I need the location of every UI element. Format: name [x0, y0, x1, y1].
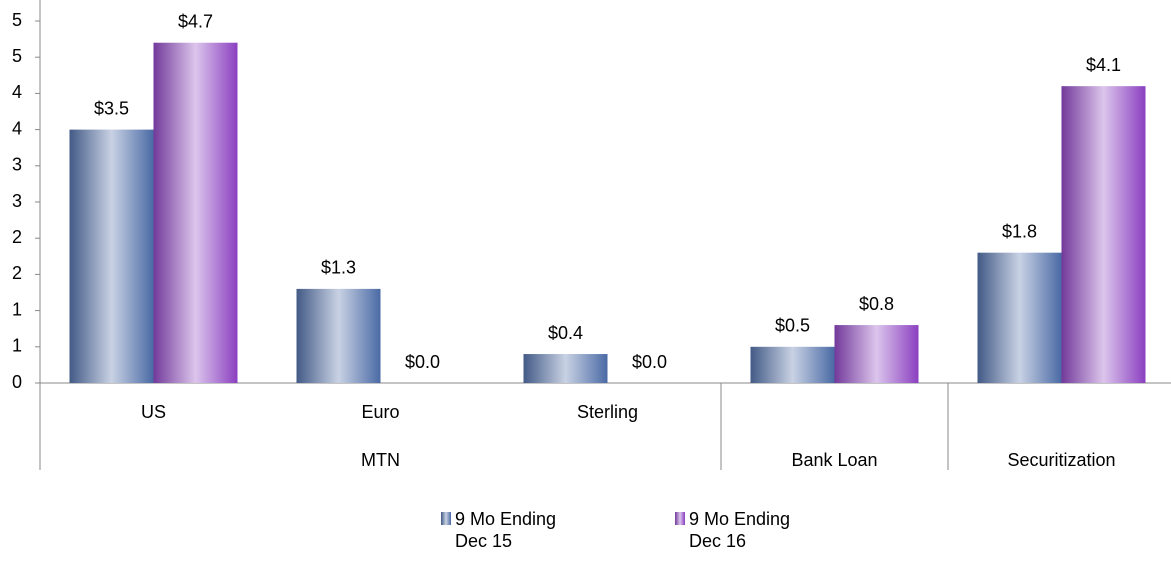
- x-tick-label: Sterling: [577, 402, 638, 422]
- value-label: $0.0: [632, 352, 667, 372]
- legend-swatch: [441, 512, 451, 525]
- legend-label: 9 Mo Ending Dec 16: [689, 509, 791, 551]
- bar: [977, 252, 1062, 383]
- legend-item: 9 Mo Ending Dec 15: [441, 508, 585, 552]
- bar: [153, 42, 238, 383]
- y-tick-label: 2: [12, 227, 22, 247]
- y-tick-label: 3: [12, 155, 22, 175]
- bar: [1061, 86, 1146, 383]
- value-label: $4.7: [178, 11, 213, 31]
- legend-item: 9 Mo Ending Dec 16: [675, 508, 819, 552]
- bar: [296, 288, 381, 383]
- value-label: $1.3: [321, 258, 356, 278]
- bar: [69, 129, 154, 383]
- legend: 9 Mo Ending Dec 15 9 Mo Ending Dec 16: [0, 508, 1171, 568]
- x-tick-label: US: [141, 402, 166, 422]
- y-tick-label: 2: [12, 263, 22, 283]
- bar: [750, 346, 835, 383]
- group-label: Bank Loan: [791, 450, 877, 470]
- y-tick-label: 1: [12, 299, 22, 319]
- y-tick-label: 5: [12, 46, 22, 66]
- value-label: $4.1: [1086, 55, 1121, 75]
- y-tick-label: 4: [12, 82, 22, 102]
- value-label: $0.8: [859, 294, 894, 314]
- bar: [834, 325, 919, 383]
- value-label: $0.4: [548, 323, 583, 343]
- value-label: $0.5: [775, 316, 810, 336]
- value-label: $1.8: [1002, 221, 1037, 241]
- group-label: Securitization: [1007, 450, 1115, 470]
- y-tick-label: 1: [12, 336, 22, 356]
- value-label: $0.0: [405, 352, 440, 372]
- y-tick-label: 4: [12, 118, 22, 138]
- y-tick-label: 3: [12, 191, 22, 211]
- x-tick-label: Euro: [361, 402, 399, 422]
- y-tick-label: 5: [12, 10, 22, 30]
- group-label: MTN: [361, 450, 400, 470]
- value-label: $3.5: [94, 98, 129, 118]
- legend-label: 9 Mo Ending Dec 15: [455, 509, 557, 551]
- bar: [523, 354, 608, 383]
- legend-swatch: [675, 512, 685, 525]
- y-tick-label: 0: [12, 372, 22, 392]
